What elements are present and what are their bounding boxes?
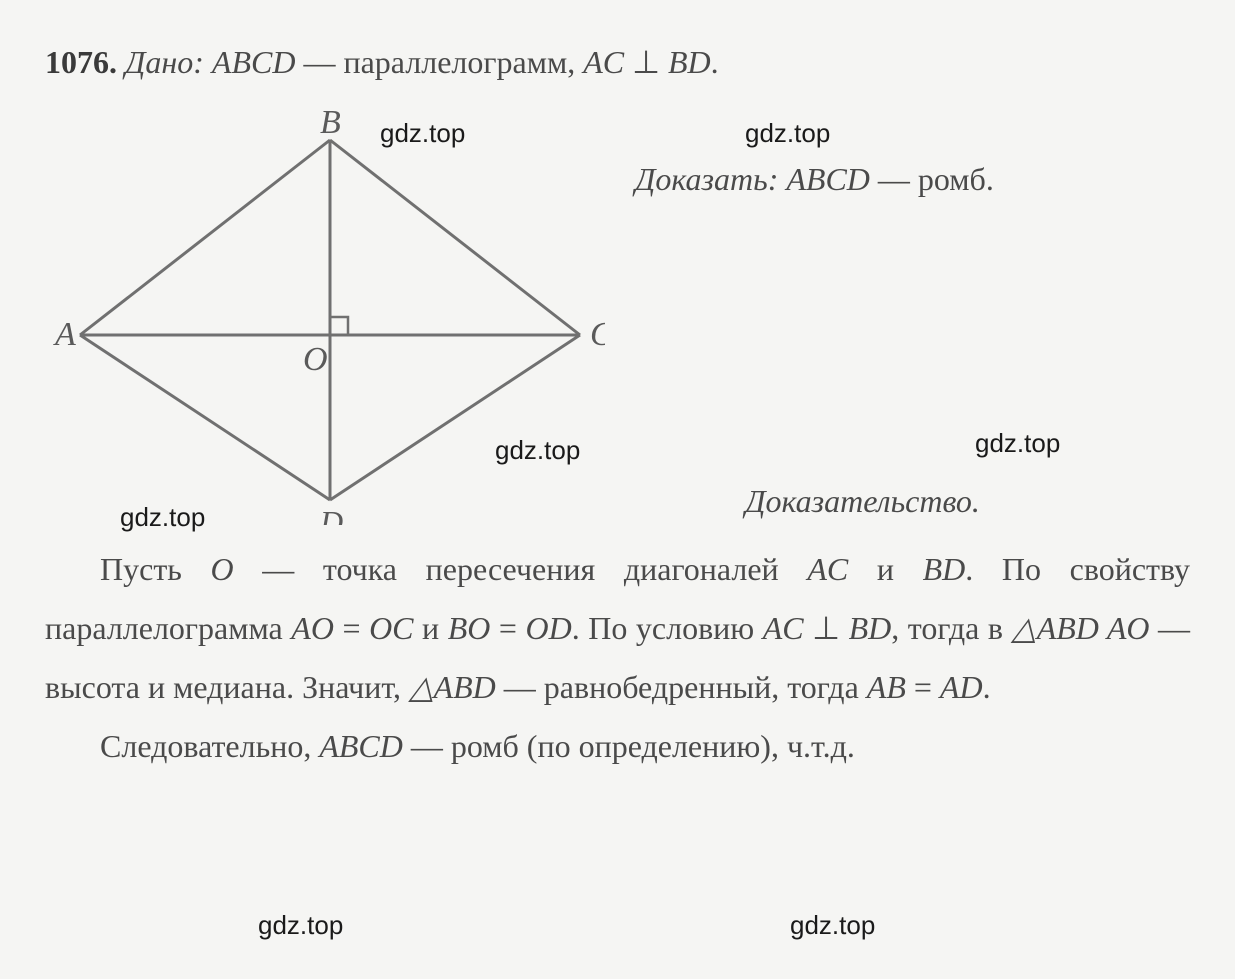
label-o: O [303, 341, 328, 378]
given-text2: — параллелограмм, [295, 44, 583, 80]
given-bd: BD [668, 44, 711, 80]
problem-number: 1076. [45, 44, 117, 80]
label-c: C [590, 316, 605, 353]
content-row: A B C D O Доказать: ABCD — ромб. Доказат… [45, 105, 1190, 525]
right-content: Доказать: ABCD — ромб. Доказательство. [635, 105, 1190, 520]
label-d: D [319, 504, 343, 525]
proof-header: Доказательство. [535, 483, 1190, 520]
given-period: . [711, 44, 719, 80]
prove-line: Доказать: ABCD — ромб. [635, 155, 1190, 203]
watermark-7: gdz.top [790, 910, 875, 941]
watermark-5: gdz.top [120, 502, 205, 533]
watermark-2: gdz.top [745, 118, 830, 149]
prove-text2: — ромб. [870, 161, 994, 197]
side-da [80, 335, 330, 500]
given-ac: AC [583, 44, 624, 80]
label-a: A [53, 316, 76, 353]
proof-paragraph-1: Пусть O — точка пересечения диагоналей A… [45, 540, 1190, 718]
given-abcd: ABCD [212, 44, 296, 80]
perp-symbol: ⊥ [624, 44, 668, 80]
proof-body: Пусть O — точка пересечения диагоналей A… [45, 540, 1190, 777]
side-bc [330, 140, 580, 335]
side-ab [80, 140, 330, 335]
watermark-3: gdz.top [495, 435, 580, 466]
right-angle-marker [330, 317, 348, 335]
prove-label: Доказать: [635, 161, 778, 197]
problem-header: 1076. Дано: ABCD — параллелограмм, AC ⊥ … [45, 40, 1190, 85]
watermark-4: gdz.top [975, 428, 1060, 459]
prove-abcd: ABCD [786, 161, 870, 197]
watermark-6: gdz.top [258, 910, 343, 941]
given-label: Дано: [125, 44, 204, 80]
proof-paragraph-2: Следовательно, ABCD — ромб (по определен… [45, 717, 1190, 776]
watermark-1: gdz.top [380, 118, 465, 149]
label-b: B [320, 105, 341, 141]
side-cd [330, 335, 580, 500]
